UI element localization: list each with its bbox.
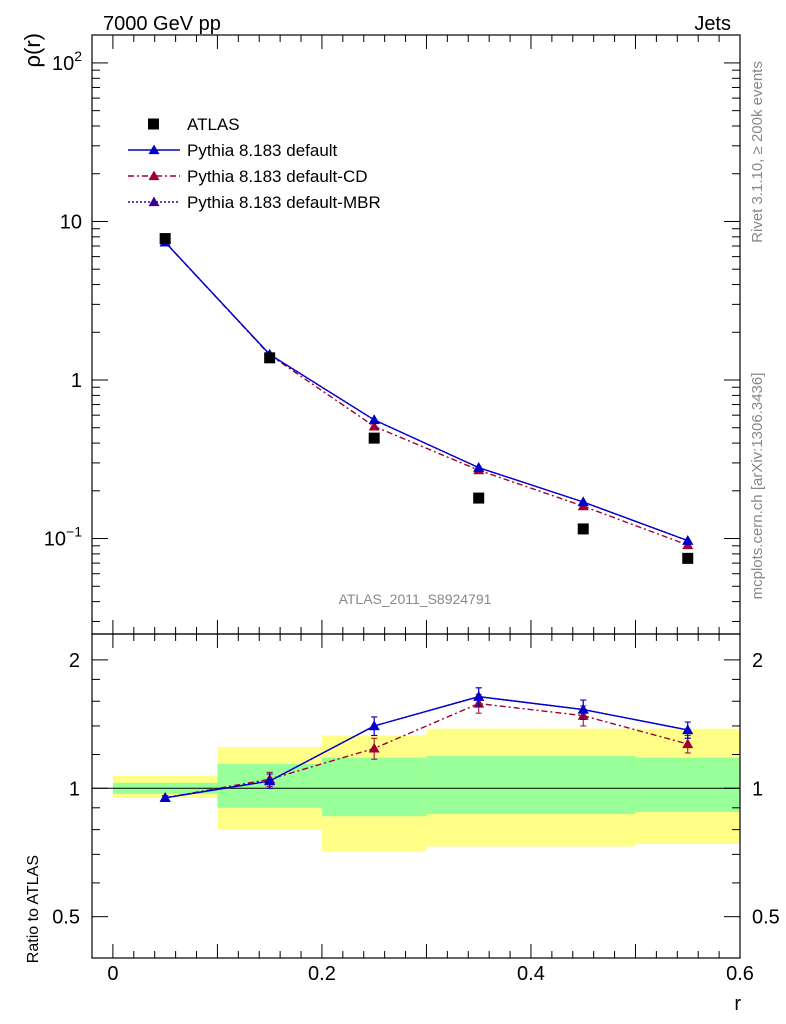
main-ylabel: ρ(r) bbox=[20, 33, 45, 68]
legend-marker-cd bbox=[148, 170, 160, 181]
main-point-default bbox=[682, 535, 694, 545]
ratio-y-tick-label-right: 1 bbox=[752, 778, 763, 800]
main-point-default bbox=[577, 496, 589, 507]
y-tick-label: 1 bbox=[71, 370, 82, 392]
legend-atlas-marker bbox=[148, 118, 159, 130]
ratio-y-tick-label: 1 bbox=[69, 778, 80, 800]
legend-label: Pythia 8.183 default bbox=[187, 141, 338, 160]
main-line-cd bbox=[164, 241, 688, 546]
main-line-default bbox=[164, 241, 688, 542]
main-line-mbr bbox=[164, 241, 688, 542]
main-point-cd bbox=[368, 420, 380, 431]
band-inner-2 bbox=[321, 757, 427, 817]
atlas-point bbox=[682, 552, 694, 564]
y-tick-label: 102 bbox=[52, 48, 82, 75]
data-series bbox=[159, 233, 694, 802]
legend-marker-mbr bbox=[148, 196, 160, 207]
x-tick-label: 0 bbox=[107, 963, 118, 985]
legend-label: Pythia 8.183 default-CD bbox=[187, 167, 368, 186]
band-inner-3 bbox=[426, 756, 636, 815]
legend-label: ATLAS bbox=[187, 115, 240, 134]
legend-marker-default bbox=[148, 144, 160, 155]
y-tick-label: 10−1 bbox=[44, 524, 82, 551]
ratio-point-default bbox=[159, 792, 171, 802]
atlas-point bbox=[159, 233, 171, 245]
ratio-point-default bbox=[368, 720, 380, 731]
atlas-point bbox=[368, 432, 380, 444]
uncertainty-bands bbox=[92, 728, 740, 852]
band-inner-4 bbox=[635, 757, 740, 812]
header-right: Jets bbox=[694, 13, 731, 35]
ratio-y-tick-label-right: 2 bbox=[752, 650, 763, 672]
x-tick-label: 0.2 bbox=[308, 963, 336, 985]
atlas-point bbox=[473, 492, 485, 504]
legend: ATLAS Pythia 8.183 default Pythia 8.183 de… bbox=[128, 115, 381, 212]
ratio-point-default bbox=[577, 704, 589, 714]
ratio-point-cd bbox=[682, 738, 694, 749]
main-point-default bbox=[473, 462, 485, 472]
ratio-line-cd bbox=[165, 702, 688, 799]
ratio-y-tick-label: 0.5 bbox=[52, 907, 80, 929]
y-tick-label: 10 bbox=[60, 211, 82, 233]
ratio-point-cd bbox=[368, 742, 380, 753]
main-point-default bbox=[368, 414, 380, 425]
ratio-point-default bbox=[264, 775, 276, 786]
ratio-y-tick-label-right: 0.5 bbox=[752, 907, 780, 929]
ratio-ylabel: Ratio to ATLAS bbox=[25, 855, 42, 963]
x-axis-label: r bbox=[734, 993, 741, 1015]
analysis-label: ATLAS_2011_S8924791 bbox=[339, 591, 492, 607]
ratio-frame bbox=[91, 633, 741, 959]
ratio-line-default bbox=[165, 695, 688, 799]
legend-label: Pythia 8.183 default-MBR bbox=[187, 193, 381, 212]
atlas-point bbox=[264, 352, 276, 364]
x-tick-label: 0.6 bbox=[726, 963, 754, 985]
rivet-label: Rivet 3.1.10, ≥ 200k events bbox=[749, 61, 766, 243]
ratio-y-tick-label: 2 bbox=[69, 650, 80, 672]
atlas-point bbox=[577, 523, 589, 535]
axes: 0 0.2 0.4 0.6 102 10 1 10−1 0.5 0.5 1 1 2 2 bbox=[44, 34, 780, 985]
mcplots-label: mcplots.cern.ch [arXiv:1306.3436] bbox=[749, 373, 766, 600]
ratio-point-default bbox=[682, 724, 694, 735]
header-left: 7000 GeV pp bbox=[103, 13, 221, 35]
x-tick-label: 0.4 bbox=[517, 963, 545, 985]
ratio-point-default bbox=[473, 691, 485, 701]
